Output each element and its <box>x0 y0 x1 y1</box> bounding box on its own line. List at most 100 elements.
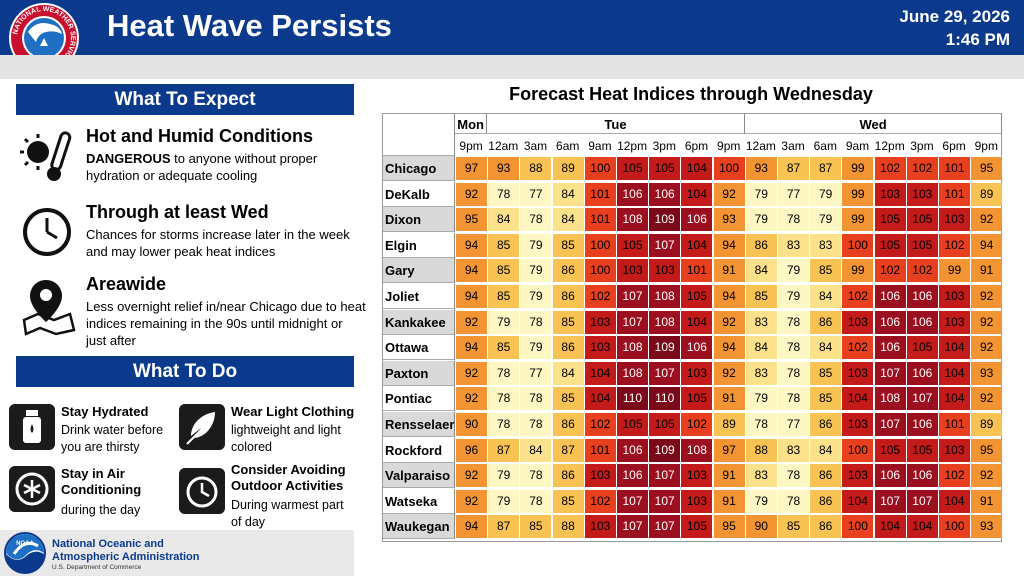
heat-index-cell: 103 <box>842 361 874 385</box>
heat-index-cell: 79 <box>520 233 552 257</box>
heat-index-cell: 84 <box>810 438 842 462</box>
heat-index-cell: 87 <box>810 157 842 180</box>
todo-item-air-conditioning: Stay in Air Conditioning during the day <box>9 466 174 526</box>
heat-index-cell: 92 <box>971 310 1003 334</box>
city-label: Waukegan <box>383 514 455 540</box>
time-header: 9am <box>845 139 870 153</box>
heat-index-cell: 105 <box>681 387 713 411</box>
heat-index-cell: 79 <box>520 336 552 360</box>
heat-index-cell: 108 <box>617 208 648 232</box>
city-label: Gary <box>383 258 455 284</box>
expect-item-hot-humid: Hot and Humid Conditions DANGEROUS to an… <box>20 126 360 196</box>
heat-index-cell: 102 <box>681 413 713 436</box>
heat-index-cell: 92 <box>456 489 487 513</box>
heat-index-cell: 106 <box>906 361 938 385</box>
heat-index-cell: 106 <box>906 413 938 436</box>
timer-icon <box>179 468 225 514</box>
heat-index-cell: 106 <box>681 336 713 360</box>
heat-index-cell: 104 <box>584 361 616 385</box>
heat-index-cell: 85 <box>520 515 552 539</box>
heat-index-cell: 103 <box>584 464 616 488</box>
heat-index-cell: 100 <box>584 259 616 283</box>
heat-index-cell: 86 <box>810 515 842 539</box>
time-header: 6pm <box>684 139 709 153</box>
heat-index-cell: 101 <box>681 259 713 283</box>
heat-index-cell: 91 <box>713 464 745 488</box>
heat-index-cell: 88 <box>552 515 584 539</box>
what-to-expect-heading: What To Expect <box>16 84 354 115</box>
svg-text:NOAA: NOAA <box>16 541 34 547</box>
heat-index-cell: 94 <box>713 285 745 308</box>
todo-item-avoid-outdoor: Consider Avoiding Outdoor Activities Dur… <box>179 462 359 529</box>
page-title: Heat Wave Persists <box>107 8 392 43</box>
heat-index-cell: 77 <box>520 361 552 385</box>
heat-index-cell: 85 <box>552 233 584 257</box>
heat-index-cell: 105 <box>874 208 906 232</box>
heat-index-cell: 103 <box>842 464 874 488</box>
heat-index-cell: 84 <box>745 336 777 360</box>
heat-index-cell: 104 <box>584 387 616 411</box>
heat-index-cell: 107 <box>874 361 906 385</box>
feather-icon <box>179 404 225 450</box>
heat-index-cell: 102 <box>842 285 874 308</box>
expect-title: Hot and Humid Conditions <box>86 126 313 146</box>
heat-index-cell: 79 <box>810 182 842 206</box>
noaa-name: National Oceanic and Atmospheric Adminis… <box>52 538 200 563</box>
heat-index-cell: 83 <box>778 233 809 257</box>
heat-index-cell: 91 <box>713 259 745 283</box>
heat-index-cell: 85 <box>778 515 809 539</box>
heat-index-cell: 107 <box>906 387 938 411</box>
heat-index-cell: 78 <box>520 413 552 436</box>
heat-index-cell: 103 <box>584 515 616 539</box>
heat-index-cell: 102 <box>842 336 874 360</box>
heat-index-cell: 83 <box>745 361 777 385</box>
heat-index-cell: 103 <box>681 489 713 513</box>
heat-index-cell: 78 <box>778 310 809 334</box>
heat-index-cell: 88 <box>520 157 552 180</box>
heat-index-cell: 90 <box>456 413 487 436</box>
heat-index-cell: 95 <box>971 157 1003 180</box>
todo-title: Stay in Air Conditioning <box>61 466 142 497</box>
heat-index-table: Mon 9pm Tue 12am 3am 6am 9am 12pm 3pm 6pm 9pm Wed 12… <box>382 113 1003 542</box>
heat-index-cell: 100 <box>842 515 874 539</box>
heat-index-cell: 78 <box>488 387 520 411</box>
heat-index-cell: 103 <box>649 259 681 283</box>
heat-index-cell: 86 <box>810 310 842 334</box>
heat-index-cell: 106 <box>681 208 713 232</box>
heat-index-cell: 102 <box>584 489 616 513</box>
heat-index-cell: 83 <box>778 438 809 462</box>
heat-index-cell: 97 <box>456 157 487 180</box>
heat-index-cell: 107 <box>649 233 681 257</box>
heat-index-cell: 99 <box>842 208 874 232</box>
heat-index-cell: 104 <box>939 336 970 360</box>
heat-index-cell: 95 <box>713 515 745 539</box>
heat-index-cell: 86 <box>552 259 584 283</box>
expect-title: Areawide <box>86 274 167 294</box>
heat-index-cell: 107 <box>874 489 906 513</box>
heat-index-cell: 100 <box>842 438 874 462</box>
heat-index-cell: 83 <box>810 233 842 257</box>
heat-index-cell: 103 <box>681 361 713 385</box>
heat-index-cell: 105 <box>906 336 938 360</box>
heat-index-cell: 88 <box>745 438 777 462</box>
heat-index-cell: 86 <box>552 336 584 360</box>
noaa-department: U.S. Department of Commerce <box>52 564 142 571</box>
heat-index-cell: 106 <box>617 182 648 206</box>
heat-index-cell: 78 <box>778 208 809 232</box>
heat-index-cell: 94 <box>713 336 745 360</box>
time-header: 12am <box>745 139 776 153</box>
heat-index-cell: 78 <box>778 387 809 411</box>
heat-index-cell: 107 <box>874 413 906 436</box>
heat-index-cell: 107 <box>649 464 681 488</box>
heat-index-cell: 83 <box>745 464 777 488</box>
heat-index-cell: 106 <box>874 285 906 308</box>
heat-index-cell: 107 <box>649 361 681 385</box>
heat-index-cell: 93 <box>488 157 520 180</box>
time-header: 12pm <box>874 139 905 153</box>
todo-title: Consider Avoiding Outdoor Activities <box>231 462 346 493</box>
heat-index-cell: 102 <box>874 259 906 283</box>
heat-index-cell: 94 <box>456 233 487 257</box>
heat-index-cell: 86 <box>810 464 842 488</box>
clock-icon <box>23 208 71 256</box>
heat-index-cell: 78 <box>778 489 809 513</box>
